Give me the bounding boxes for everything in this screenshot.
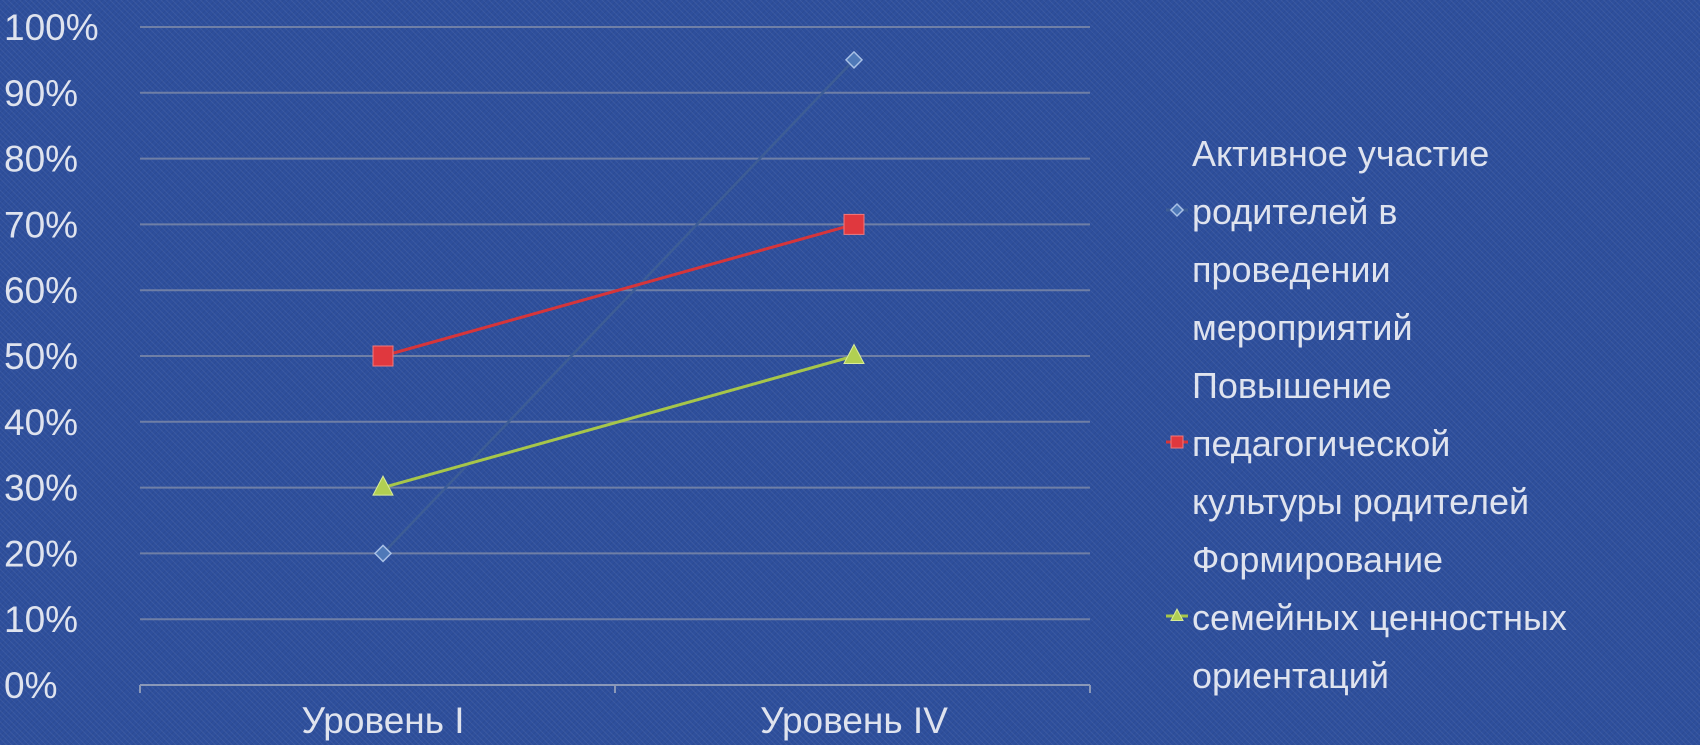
data-point — [843, 213, 865, 235]
legend-label: проведении — [1192, 249, 1391, 290]
legend-label: семейных ценностных — [1192, 597, 1567, 638]
y-tick-label: 50% — [4, 336, 78, 377]
y-axis-ticks: 0% 10% 20% 30% 40% 50% 60% 70% 80% 90% 100% — [4, 7, 99, 706]
legend-label: культуры родителей — [1192, 481, 1529, 522]
y-tick-label: 40% — [4, 402, 78, 443]
x-category-label: Уровень I — [301, 700, 464, 741]
legend-marker — [1169, 202, 1185, 218]
y-tick-label: 90% — [4, 73, 78, 114]
x-category-label: Уровень IV — [760, 700, 948, 741]
y-tick-label: 80% — [4, 139, 78, 180]
legend-label: Формирование — [1192, 539, 1443, 580]
data-point — [372, 475, 394, 496]
data-point — [843, 343, 865, 364]
y-tick-label: 30% — [4, 468, 78, 509]
data-point — [844, 50, 864, 69]
series-line — [382, 59, 855, 555]
y-tick-label: 0% — [4, 665, 57, 706]
y-tick-label: 60% — [4, 270, 78, 311]
data-point — [372, 345, 394, 367]
gridlines — [139, 26, 1091, 693]
legend-label: Повышение — [1192, 365, 1392, 406]
legend-label: Активное участие — [1192, 133, 1489, 174]
legend-label: мероприятий — [1192, 307, 1413, 348]
data-point — [373, 544, 393, 563]
legend-label: педагогической — [1192, 423, 1450, 464]
series-line — [382, 354, 855, 490]
legend: Активное участие родителей в проведении мер… — [1166, 133, 1567, 696]
legend-label: ориентаций — [1192, 655, 1389, 696]
legend-marker — [1170, 435, 1184, 449]
series-group — [372, 50, 865, 563]
y-tick-label: 100% — [4, 7, 99, 48]
y-tick-label: 10% — [4, 599, 78, 640]
y-tick-label: 70% — [4, 204, 78, 245]
series-line — [382, 222, 855, 358]
x-axis-categories: Уровень I Уровень IV — [301, 700, 948, 741]
legend-marker — [1170, 608, 1184, 621]
y-tick-label: 20% — [4, 533, 78, 574]
legend-label: родителей в — [1192, 191, 1398, 232]
